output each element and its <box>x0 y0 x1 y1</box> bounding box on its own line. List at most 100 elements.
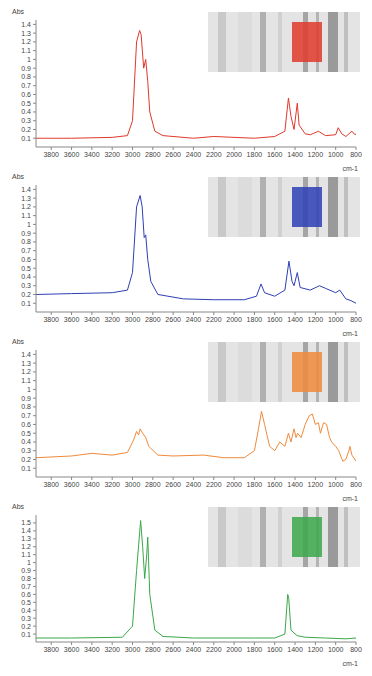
svg-text:1.2: 1.2 <box>21 368 31 375</box>
svg-text:2000: 2000 <box>226 316 242 323</box>
svg-text:0.1: 0.1 <box>21 465 31 472</box>
svg-text:1.3: 1.3 <box>21 30 31 37</box>
svg-text:3800: 3800 <box>43 646 59 653</box>
svg-text:0.3: 0.3 <box>21 117 31 124</box>
svg-text:3400: 3400 <box>84 151 100 158</box>
svg-text:0.8: 0.8 <box>21 73 31 80</box>
svg-text:1000: 1000 <box>328 481 344 488</box>
svg-text:0.2: 0.2 <box>21 291 31 298</box>
svg-text:0.9: 0.9 <box>21 65 31 72</box>
svg-text:0.6: 0.6 <box>21 91 31 98</box>
svg-text:2400: 2400 <box>186 151 202 158</box>
svg-text:2000: 2000 <box>226 646 242 653</box>
svg-text:0.7: 0.7 <box>21 412 31 419</box>
svg-text:1: 1 <box>27 559 31 566</box>
svg-text:2800: 2800 <box>145 316 161 323</box>
svg-text:1.2: 1.2 <box>21 543 31 550</box>
svg-text:3800: 3800 <box>43 151 59 158</box>
svg-text:1200: 1200 <box>308 316 324 323</box>
svg-text:1000: 1000 <box>328 151 344 158</box>
svg-text:1600: 1600 <box>267 316 283 323</box>
svg-text:1: 1 <box>27 221 31 228</box>
svg-text:3200: 3200 <box>104 646 120 653</box>
svg-text:0.2: 0.2 <box>21 456 31 463</box>
svg-text:0.3: 0.3 <box>21 447 31 454</box>
svg-text:1800: 1800 <box>247 151 263 158</box>
svg-text:3200: 3200 <box>104 481 120 488</box>
svg-text:0.9: 0.9 <box>21 395 31 402</box>
svg-text:2000: 2000 <box>226 481 242 488</box>
svg-text:1200: 1200 <box>308 151 324 158</box>
svg-text:1400: 1400 <box>287 646 303 653</box>
svg-text:0.3: 0.3 <box>21 282 31 289</box>
svg-text:2600: 2600 <box>165 316 181 323</box>
svg-text:1000: 1000 <box>328 316 344 323</box>
svg-text:2800: 2800 <box>145 481 161 488</box>
svg-text:2400: 2400 <box>186 316 202 323</box>
svg-text:0.9: 0.9 <box>21 567 31 574</box>
svg-text:0.4: 0.4 <box>21 438 31 445</box>
svg-text:1.1: 1.1 <box>21 377 31 384</box>
svg-text:0.8: 0.8 <box>21 575 31 582</box>
svg-text:1: 1 <box>27 386 31 393</box>
svg-text:2200: 2200 <box>206 481 222 488</box>
svg-text:800: 800 <box>350 316 362 323</box>
svg-text:3400: 3400 <box>84 481 100 488</box>
svg-text:0.6: 0.6 <box>21 421 31 428</box>
svg-text:2000: 2000 <box>226 151 242 158</box>
svg-text:0.4: 0.4 <box>21 607 31 614</box>
svg-text:2400: 2400 <box>186 646 202 653</box>
svg-text:0.1: 0.1 <box>21 135 31 142</box>
svg-text:800: 800 <box>350 151 362 158</box>
svg-text:0.2: 0.2 <box>21 623 31 630</box>
svg-text:0.8: 0.8 <box>21 403 31 410</box>
svg-text:0.5: 0.5 <box>21 430 31 437</box>
svg-text:3600: 3600 <box>64 481 80 488</box>
svg-text:800: 800 <box>350 646 362 653</box>
svg-text:0.3: 0.3 <box>21 615 31 622</box>
svg-text:3000: 3000 <box>125 316 141 323</box>
svg-text:2600: 2600 <box>165 481 181 488</box>
svg-text:1.1: 1.1 <box>21 551 31 558</box>
svg-text:0.5: 0.5 <box>21 265 31 272</box>
svg-text:1800: 1800 <box>247 316 263 323</box>
svg-text:1800: 1800 <box>247 481 263 488</box>
svg-text:3600: 3600 <box>64 316 80 323</box>
svg-text:2200: 2200 <box>206 646 222 653</box>
svg-text:1.4: 1.4 <box>21 186 31 193</box>
svg-text:1.1: 1.1 <box>21 47 31 54</box>
svg-text:1.2: 1.2 <box>21 203 31 210</box>
svg-text:0.2: 0.2 <box>21 126 31 133</box>
svg-text:1.3: 1.3 <box>21 535 31 542</box>
svg-text:1.3: 1.3 <box>21 195 31 202</box>
svg-text:3800: 3800 <box>43 481 59 488</box>
svg-text:2600: 2600 <box>165 646 181 653</box>
svg-text:0.8: 0.8 <box>21 238 31 245</box>
svg-text:1.4: 1.4 <box>21 351 31 358</box>
svg-text:2600: 2600 <box>165 151 181 158</box>
svg-text:1200: 1200 <box>308 481 324 488</box>
svg-text:3400: 3400 <box>84 316 100 323</box>
svg-text:1600: 1600 <box>267 646 283 653</box>
svg-text:1.4: 1.4 <box>21 21 31 28</box>
svg-text:0.4: 0.4 <box>21 108 31 115</box>
svg-text:1600: 1600 <box>267 151 283 158</box>
svg-text:0.7: 0.7 <box>21 82 31 89</box>
svg-text:0.7: 0.7 <box>21 583 31 590</box>
svg-text:0.5: 0.5 <box>21 100 31 107</box>
svg-text:1400: 1400 <box>287 316 303 323</box>
svg-text:0.6: 0.6 <box>21 591 31 598</box>
svg-text:1200: 1200 <box>308 646 324 653</box>
svg-text:3600: 3600 <box>64 151 80 158</box>
svg-text:0.5: 0.5 <box>21 599 31 606</box>
svg-text:3400: 3400 <box>84 646 100 653</box>
svg-text:2800: 2800 <box>145 151 161 158</box>
svg-text:3000: 3000 <box>125 151 141 158</box>
svg-text:1000: 1000 <box>328 646 344 653</box>
svg-text:1.3: 1.3 <box>21 360 31 367</box>
svg-text:1: 1 <box>27 56 31 63</box>
svg-text:2800: 2800 <box>145 646 161 653</box>
svg-text:1.1: 1.1 <box>21 212 31 219</box>
svg-text:1.2: 1.2 <box>21 38 31 45</box>
svg-text:0.7: 0.7 <box>21 247 31 254</box>
